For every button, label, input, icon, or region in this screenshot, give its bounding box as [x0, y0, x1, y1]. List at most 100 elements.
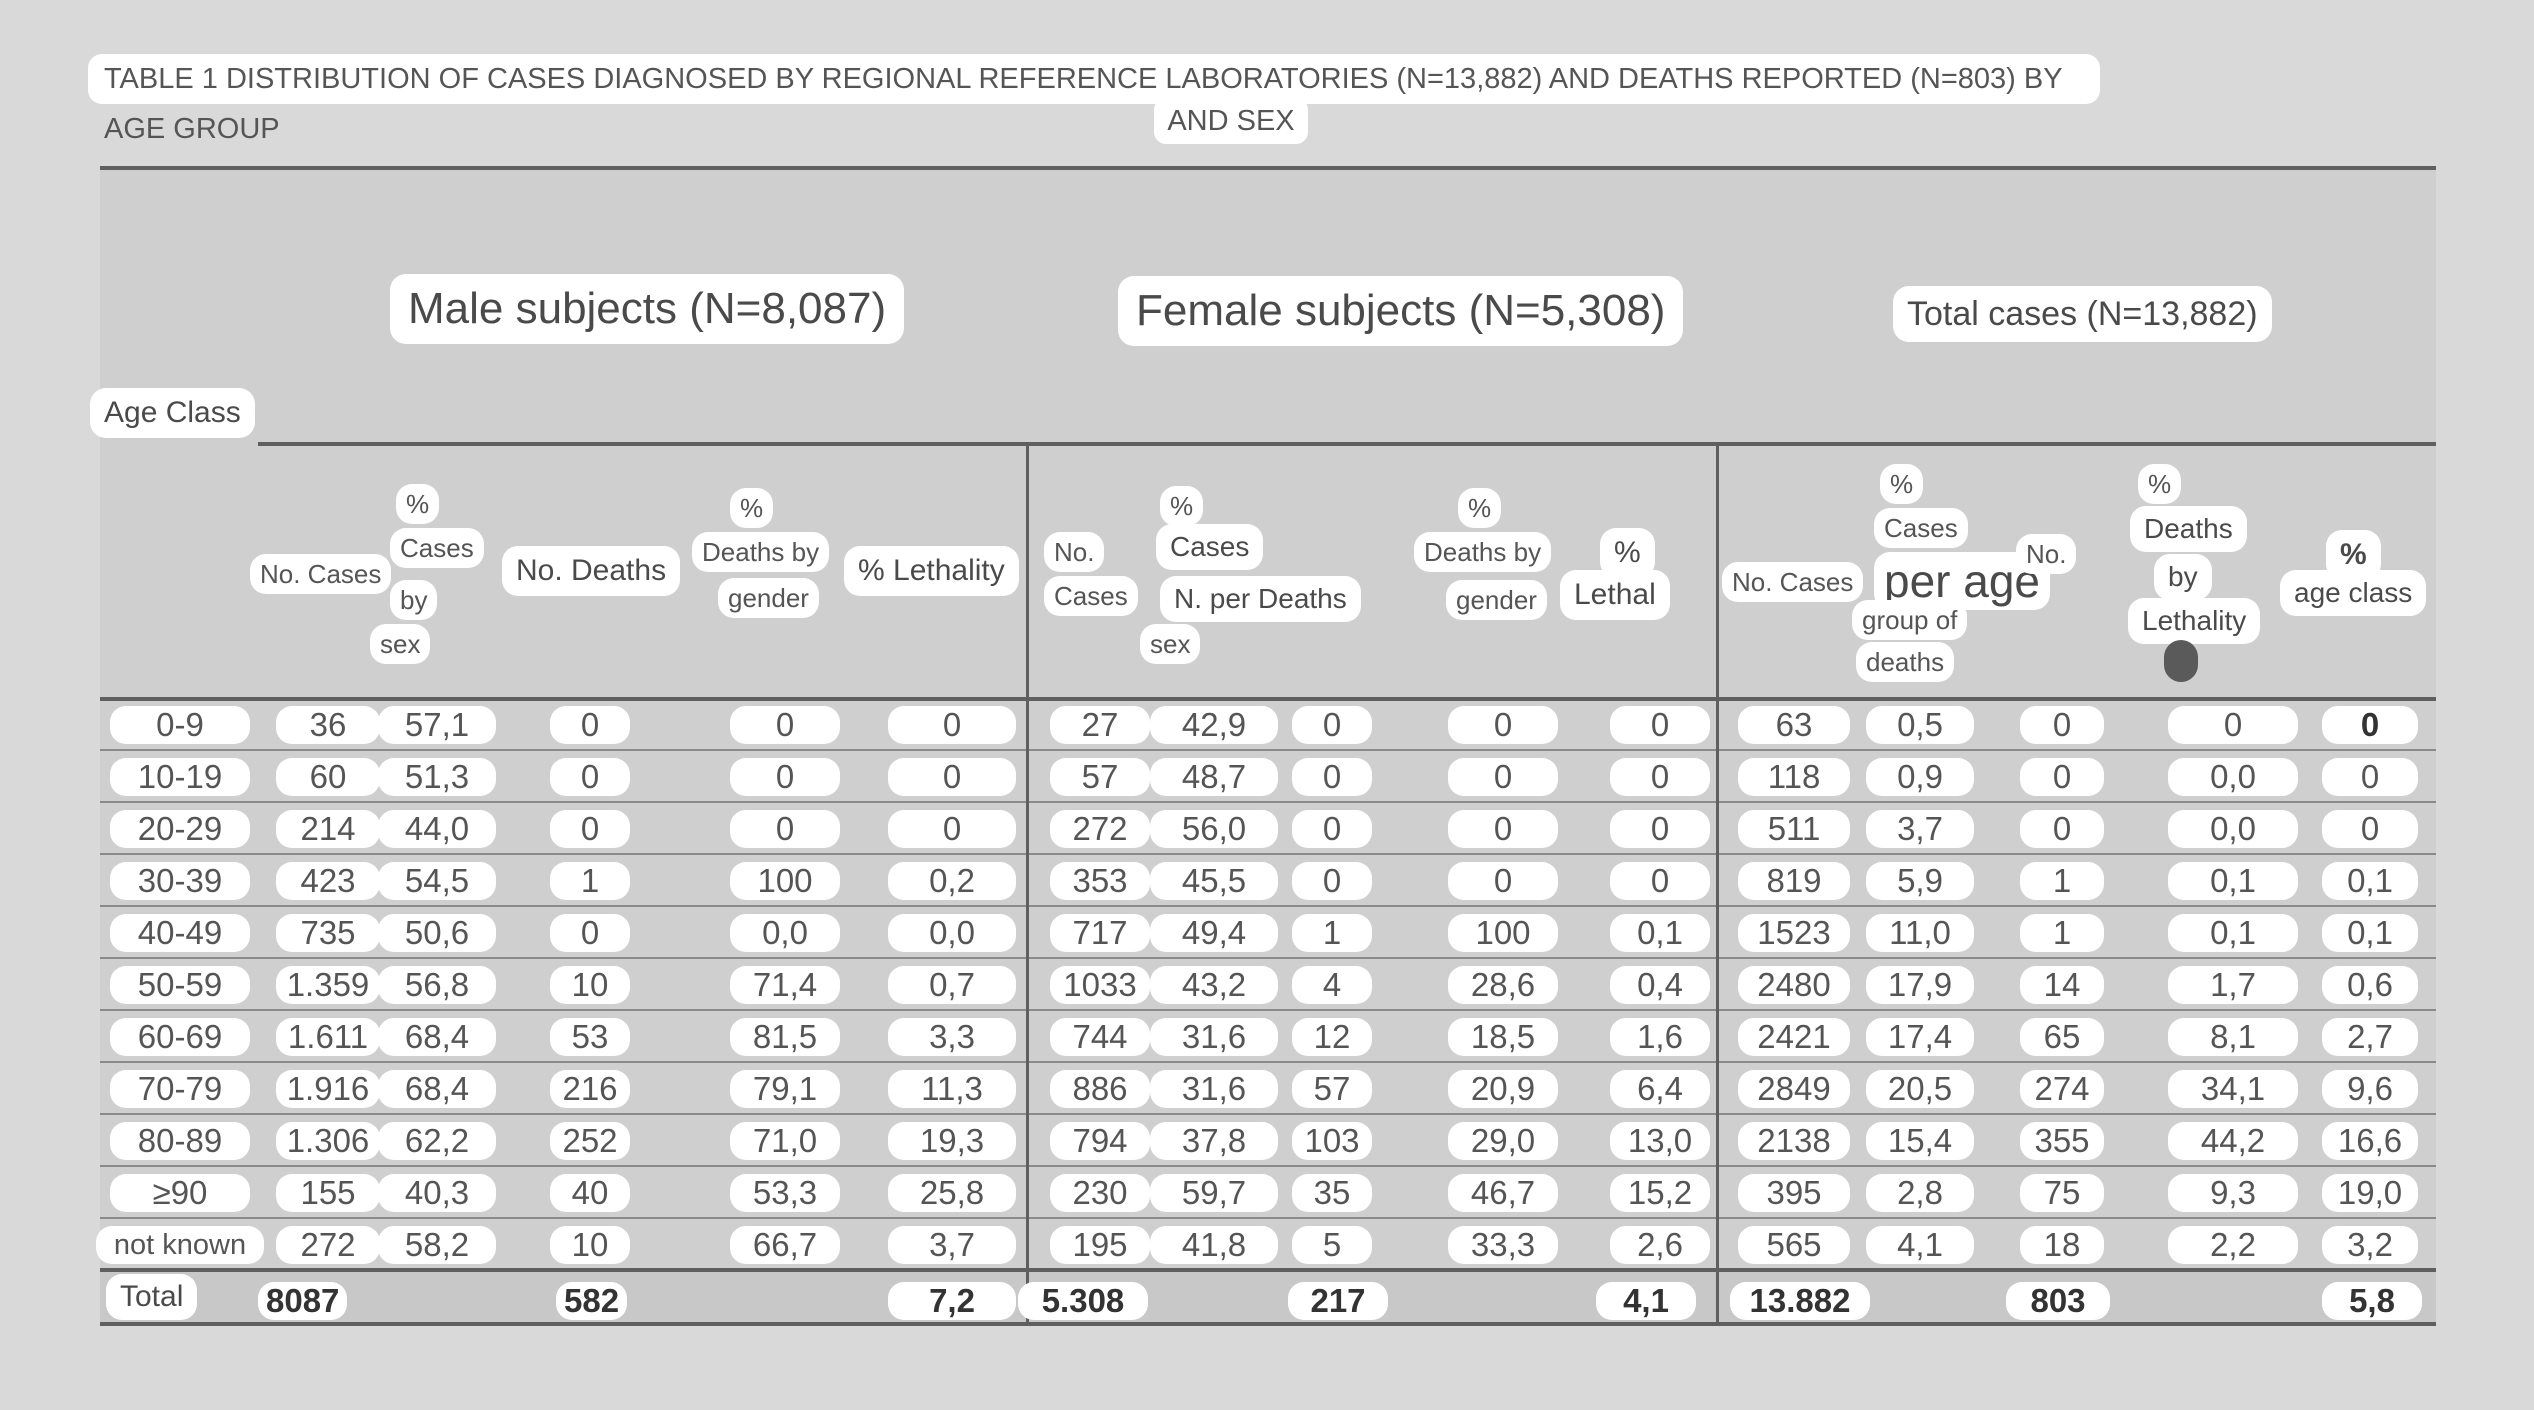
- age-class-cell: not known: [96, 1226, 264, 1264]
- row-rule: [100, 749, 2436, 751]
- male-pct-deaths-cell: 66,7: [730, 1226, 840, 1264]
- male-pct-cases-header: %: [396, 484, 440, 524]
- group-header-rule: [258, 442, 2436, 446]
- male-no-deaths-cell: 0: [550, 914, 630, 952]
- row-rule: [100, 1165, 2436, 1167]
- female-pct-deaths-cell: 0: [1448, 810, 1558, 848]
- age-class-cell: 20-29: [110, 810, 250, 848]
- male-pct-cases-cell: 58,2: [378, 1226, 496, 1264]
- row-rule: [100, 957, 2436, 959]
- total-no-deaths-cell: 0: [2020, 758, 2104, 796]
- male-no-cases-cell: 155: [276, 1174, 380, 1212]
- male-no-cases-cell: 1.611: [276, 1018, 380, 1056]
- female-pct-deaths-cell: 33,3: [1448, 1226, 1558, 1264]
- total-male-deaths: 582: [556, 1282, 628, 1320]
- male-lethality-cell: 3,3: [888, 1018, 1016, 1056]
- female-pct-cases-header: %: [1160, 486, 1204, 526]
- total-no-deaths-cell: 1: [2020, 862, 2104, 900]
- table-caption: TABLE 1 DISTRIBUTION OF CASES DIAGNOSED …: [88, 54, 2100, 145]
- female-no-cases-cell: 1033: [1050, 966, 1150, 1004]
- female-pct-cases-cell: 45,5: [1150, 862, 1278, 900]
- male-lethality-cell: 11,3: [888, 1070, 1016, 1108]
- female-lethality-cell: 15,2: [1610, 1174, 1710, 1212]
- male-pct-cases-cell: 50,6: [378, 914, 496, 952]
- male-pct-deaths-cell: 71,4: [730, 966, 840, 1004]
- female-no-cases-header: No.: [1044, 532, 1105, 572]
- male-no-deaths-cell: 0: [550, 706, 630, 744]
- male-lethality-cell: 0: [888, 810, 1016, 848]
- total-pct-cases-header: Cases: [1874, 508, 1968, 548]
- male-no-deaths-cell: 252: [550, 1122, 630, 1160]
- female-lethality-cell: 2,6: [1610, 1226, 1710, 1264]
- total-deaths-header: deaths: [1856, 642, 1955, 682]
- male-no-cases-cell: 214: [276, 810, 380, 848]
- total-no-deaths-cell: 274: [2020, 1070, 2104, 1108]
- male-no-cases-cell: 36: [276, 706, 380, 744]
- female-no-deaths-cell: 1: [1292, 914, 1372, 952]
- female-pct-deaths-cell: 29,0: [1448, 1122, 1558, 1160]
- total-age-class-header: age class: [2280, 570, 2427, 616]
- female-lethal-header: Lethal: [1560, 570, 1670, 620]
- age-class-cell: 50-59: [110, 966, 250, 1004]
- total-no-cases-cell: 2138: [1738, 1122, 1850, 1160]
- female-pct-deaths-cell: 0: [1448, 758, 1558, 796]
- female-pct-deaths-cell: 28,6: [1448, 966, 1558, 1004]
- female-no-cases-cell: 886: [1050, 1070, 1150, 1108]
- total-pct-age-class-cell: 9,6: [2322, 1070, 2418, 1108]
- male-lethality-cell: 0: [888, 758, 1016, 796]
- male-no-cases-cell: 272: [276, 1226, 380, 1264]
- total-no-cases-cell: 63: [1738, 706, 1850, 744]
- total-no-deaths-cell: 65: [2020, 1018, 2104, 1056]
- female-pct-deaths-header: gender: [1446, 580, 1547, 620]
- total-no-deaths-cell: 0: [2020, 706, 2104, 744]
- age-class-cell: ≥90: [110, 1174, 250, 1212]
- total-no-cases-cell: 2480: [1738, 966, 1850, 1004]
- female-lethality-cell: 0,4: [1610, 966, 1710, 1004]
- male-no-deaths-cell: 10: [550, 1226, 630, 1264]
- female-lethal-header: %: [1600, 528, 1655, 578]
- female-pct-cases-cell: 37,8: [1150, 1122, 1278, 1160]
- female-no-deaths-cell: 0: [1292, 862, 1372, 900]
- male-pct-deaths-cell: 79,1: [730, 1070, 840, 1108]
- total-pct-deaths-cell: 1,7: [2168, 966, 2298, 1004]
- female-no-deaths-cell: 0: [1292, 810, 1372, 848]
- male-no-cases-cell: 1.916: [276, 1070, 380, 1108]
- female-lethality-cell: 0: [1610, 810, 1710, 848]
- total-no-deaths-cell: 18: [2020, 1226, 2104, 1264]
- total-no-deaths-cell: 1: [2020, 914, 2104, 952]
- total-no-deaths-cell: 355: [2020, 1122, 2104, 1160]
- female-pct-deaths-cell: 0: [1448, 706, 1558, 744]
- female-lethality-cell: 1,6: [1610, 1018, 1710, 1056]
- female-pct-deaths-cell: 100: [1448, 914, 1558, 952]
- male-pct-cases-header: sex: [370, 624, 431, 664]
- age-class-cell: 10-19: [110, 758, 250, 796]
- row-rule: [100, 905, 2436, 907]
- total-pct-age-class-cell: 16,6: [2322, 1122, 2418, 1160]
- female-pct-cases-cell: 42,9: [1150, 706, 1278, 744]
- female-no-cases-header: Cases: [1044, 576, 1138, 616]
- total-no-cases-cell: 2849: [1738, 1070, 1850, 1108]
- female-pct-cases-cell: 41,8: [1150, 1226, 1278, 1264]
- female-no-cases-cell: 272: [1050, 810, 1150, 848]
- total-female-cases: 5.308: [1018, 1282, 1148, 1320]
- male-pct-deaths-header: %: [730, 488, 774, 528]
- total-all-lethality: 5,8: [2322, 1282, 2422, 1320]
- table-bottom-rule: [100, 1322, 2436, 1326]
- age-class-cell: 70-79: [110, 1070, 250, 1108]
- total-pct-cases-cell: 17,4: [1866, 1018, 1974, 1056]
- male-pct-deaths-cell: 71,0: [730, 1122, 840, 1160]
- total-top-rule: [100, 1268, 2436, 1272]
- total-no-deaths-cell: 75: [2020, 1174, 2104, 1212]
- total-pct-deaths-header: %: [2138, 464, 2182, 504]
- female-pct-cases-cell: 59,7: [1150, 1174, 1278, 1212]
- male-no-deaths-cell: 216: [550, 1070, 630, 1108]
- total-pct-age-class-cell: 0,1: [2322, 862, 2418, 900]
- male-pct-deaths-header: Deaths by: [692, 532, 830, 572]
- female-pct-deaths-cell: 0: [1448, 862, 1558, 900]
- female-pct-cases-cell: 49,4: [1150, 914, 1278, 952]
- female-lethality-cell: 13,0: [1610, 1122, 1710, 1160]
- male-no-deaths-cell: 1: [550, 862, 630, 900]
- toggle-knob-icon: [2164, 640, 2198, 682]
- male-lethality-cell: 0,2: [888, 862, 1016, 900]
- total-pct-deaths-cell: 0: [2168, 706, 2298, 744]
